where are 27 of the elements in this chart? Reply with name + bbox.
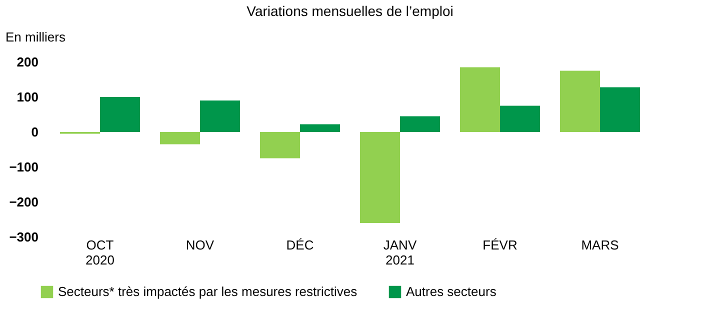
x-tick-label: FÉVR	[482, 238, 518, 252]
y-tick-label: −200	[9, 194, 38, 210]
x-tick-label: OCT 2020	[86, 238, 114, 268]
bar	[100, 97, 140, 132]
x-tick-label: NOV	[186, 238, 214, 252]
y-tick-label: −100	[9, 160, 38, 174]
x-tick-label: MARS	[581, 238, 620, 252]
y-tick-label: 200	[16, 54, 38, 70]
y-tick-label: −300	[9, 230, 38, 244]
x-tick-label: JANV 2021	[383, 238, 417, 268]
legend-label: Autres secteurs	[406, 284, 497, 299]
chart-title: Variations mensuelles de l’emploi	[246, 3, 454, 19]
bar	[300, 124, 340, 132]
bar	[400, 116, 440, 132]
y-axis-title: En milliers	[6, 30, 66, 44]
bar	[160, 132, 200, 144]
x-tick-label: DÉC	[286, 238, 314, 252]
y-tick-label: 100	[16, 90, 38, 104]
bar	[560, 70, 600, 132]
y-tick-label: 0	[31, 124, 38, 140]
bar	[260, 132, 300, 158]
bar	[360, 132, 400, 223]
bar	[500, 106, 540, 132]
legend-label: Secteurs* très impactés par les mesures restrictives	[58, 284, 358, 299]
bar	[600, 87, 640, 132]
bar	[460, 67, 500, 132]
bar	[200, 100, 240, 132]
